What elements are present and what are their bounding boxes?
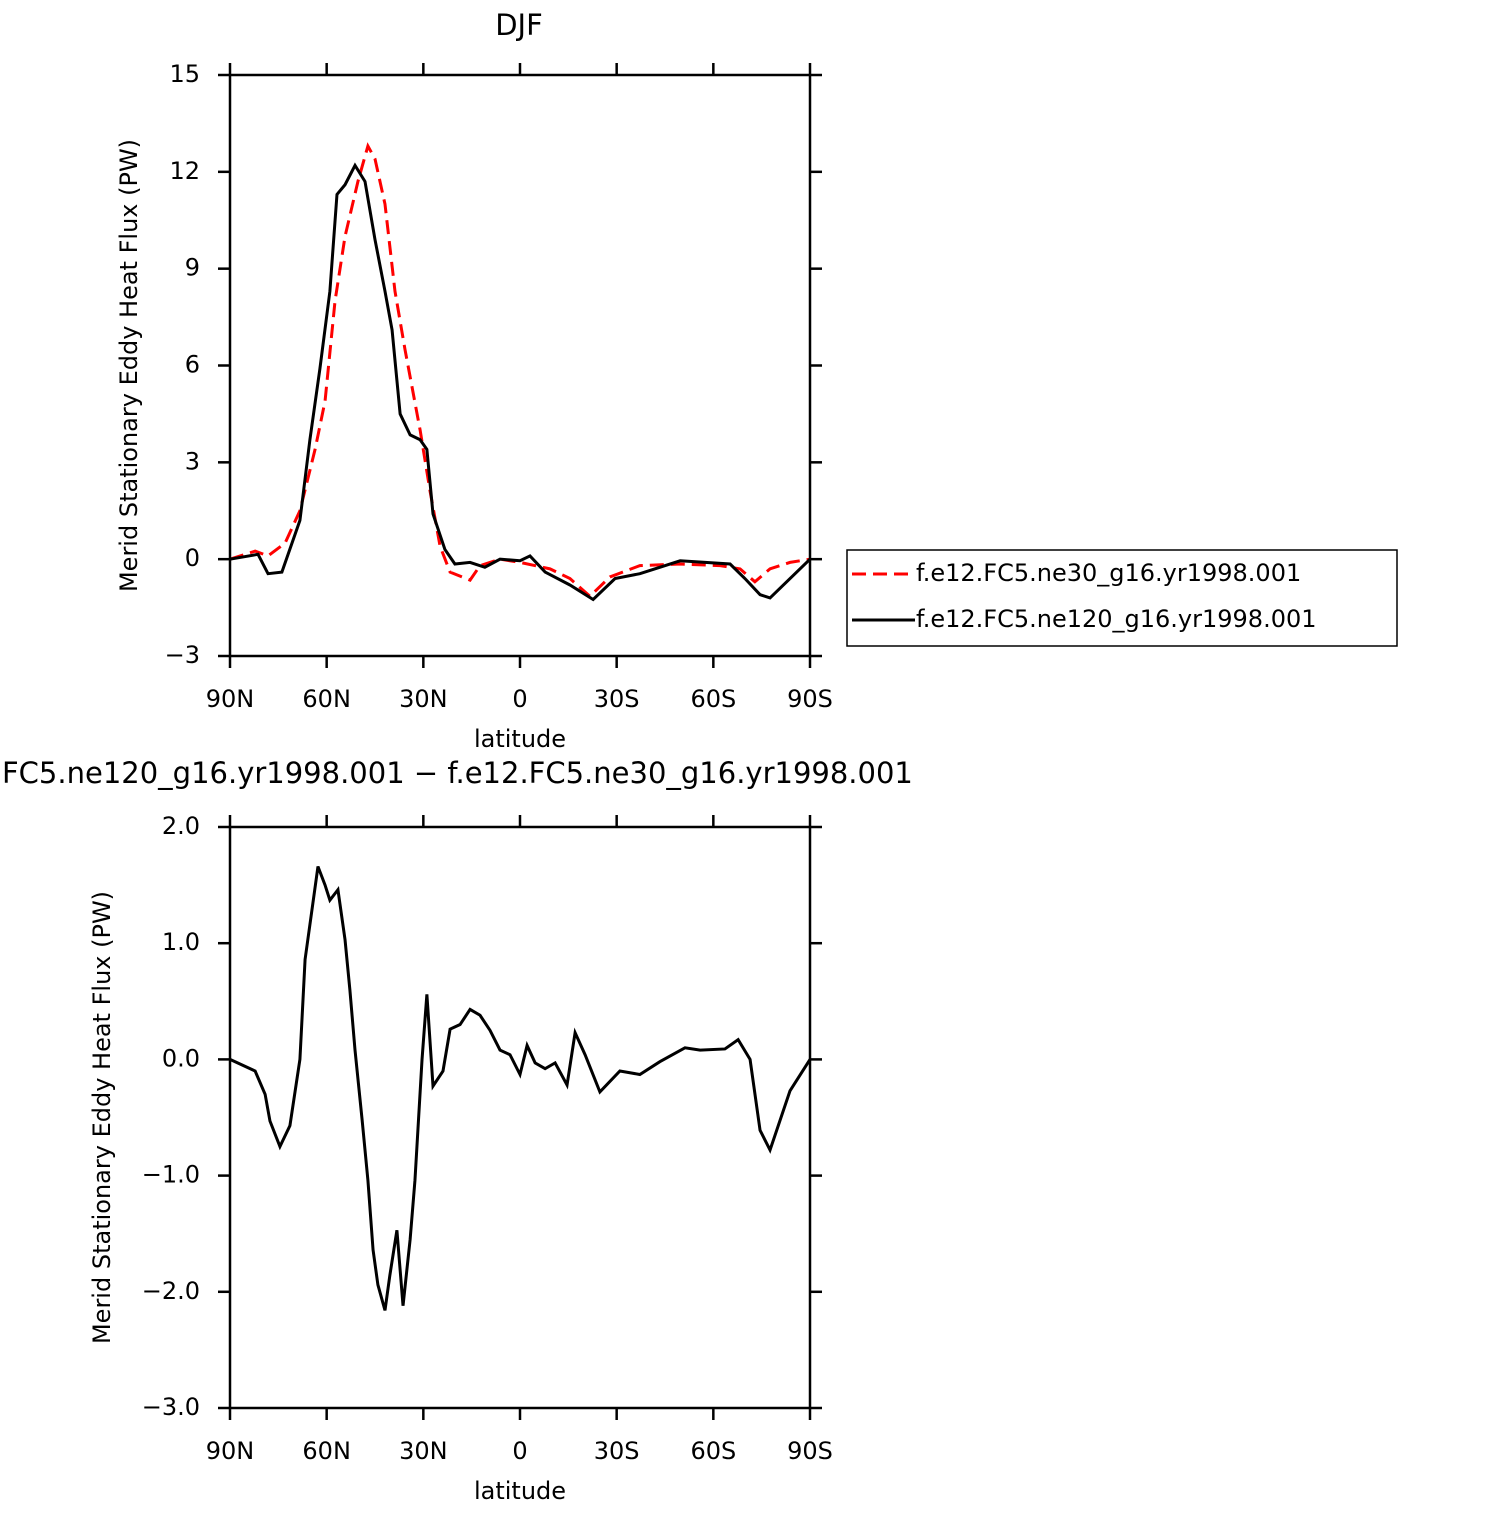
y-tick-label: 6 — [185, 351, 200, 379]
y-tick-label: 2.0 — [162, 812, 200, 840]
legend-box — [846, 549, 1398, 647]
x-axis-label: latitude — [474, 1477, 566, 1505]
x-axis-label: latitude — [474, 725, 566, 753]
y-tick-label: −1.0 — [142, 1161, 200, 1189]
plot-frame — [228, 73, 812, 658]
legend-label: f.e12.FC5.ne120_g16.yr1998.001 — [916, 605, 1317, 633]
legend-label: f.e12.FC5.ne30_g16.yr1998.001 — [916, 559, 1301, 587]
x-tick-label: 60S — [690, 685, 736, 713]
y-tick-label: 12 — [169, 157, 200, 185]
data-line — [229, 142, 811, 599]
y-axis-label: Merid Stationary Eddy Heat Flux (PW) — [88, 891, 116, 1344]
x-tick-label: 90S — [787, 1437, 833, 1465]
y-tick-label: −3 — [165, 641, 200, 669]
y-tick-label: 0 — [185, 544, 200, 572]
data-line — [229, 865, 812, 1311]
x-tick-label: 60S — [690, 1437, 736, 1465]
y-tick-label: 9 — [185, 254, 200, 282]
y-tick-label: −2.0 — [142, 1277, 200, 1305]
plot-frame — [228, 825, 812, 1410]
data-line — [229, 162, 812, 602]
x-tick-label: 30N — [399, 685, 448, 713]
x-tick-label: 30N — [399, 1437, 448, 1465]
y-tick-label: 3 — [185, 447, 200, 475]
y-tick-label: 15 — [169, 60, 200, 88]
chart-title: FC5.ne120_g16.yr1998.001 − f.e12.FC5.ne3… — [2, 756, 913, 790]
y-tick-label: −3.0 — [142, 1393, 200, 1421]
x-tick-label: 60N — [302, 1437, 351, 1465]
chart-title: DJF — [495, 8, 543, 42]
x-tick-label: 90S — [787, 685, 833, 713]
x-tick-label: 90N — [206, 685, 255, 713]
y-tick-label: 1.0 — [162, 928, 200, 956]
x-tick-label: 30S — [594, 1437, 640, 1465]
x-tick-label: 0 — [512, 1437, 527, 1465]
y-tick-label: 0.0 — [162, 1044, 200, 1072]
x-tick-label: 30S — [594, 685, 640, 713]
x-tick-label: 60N — [302, 685, 351, 713]
y-axis-label: Merid Stationary Eddy Heat Flux (PW) — [115, 139, 143, 592]
x-tick-label: 90N — [206, 1437, 255, 1465]
x-tick-label: 0 — [512, 685, 527, 713]
